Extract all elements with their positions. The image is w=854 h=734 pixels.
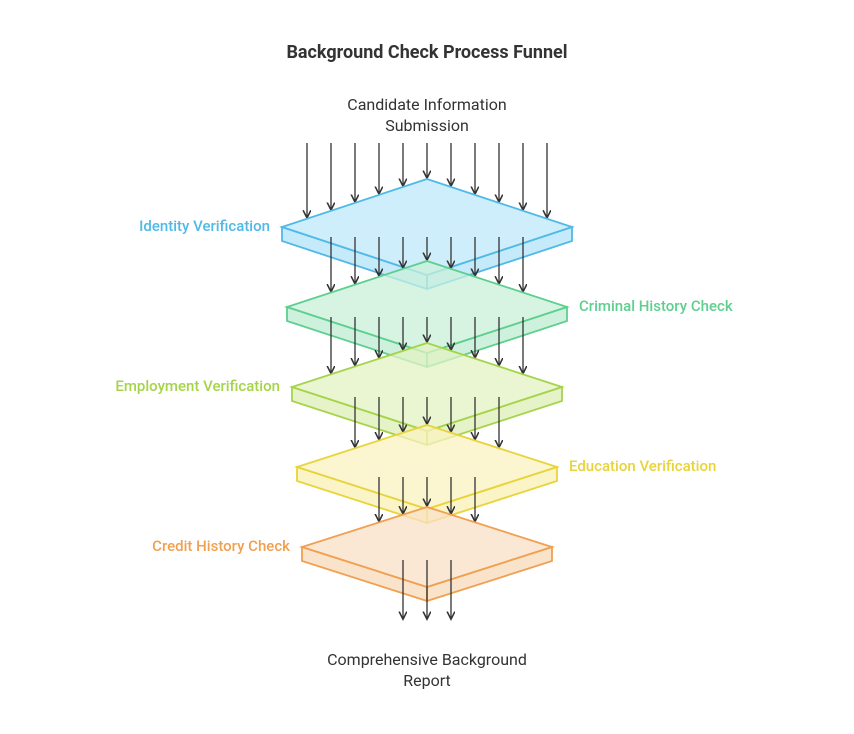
- layer-label-3: Education Verification: [569, 457, 716, 475]
- layer-label-1: Criminal History Check: [579, 297, 733, 315]
- funnel-diagram: [0, 0, 854, 734]
- layer-label-2: Employment Verification: [115, 377, 280, 395]
- layer-label-4: Credit History Check: [152, 537, 290, 555]
- layer-label-0: Identity Verification: [139, 217, 270, 235]
